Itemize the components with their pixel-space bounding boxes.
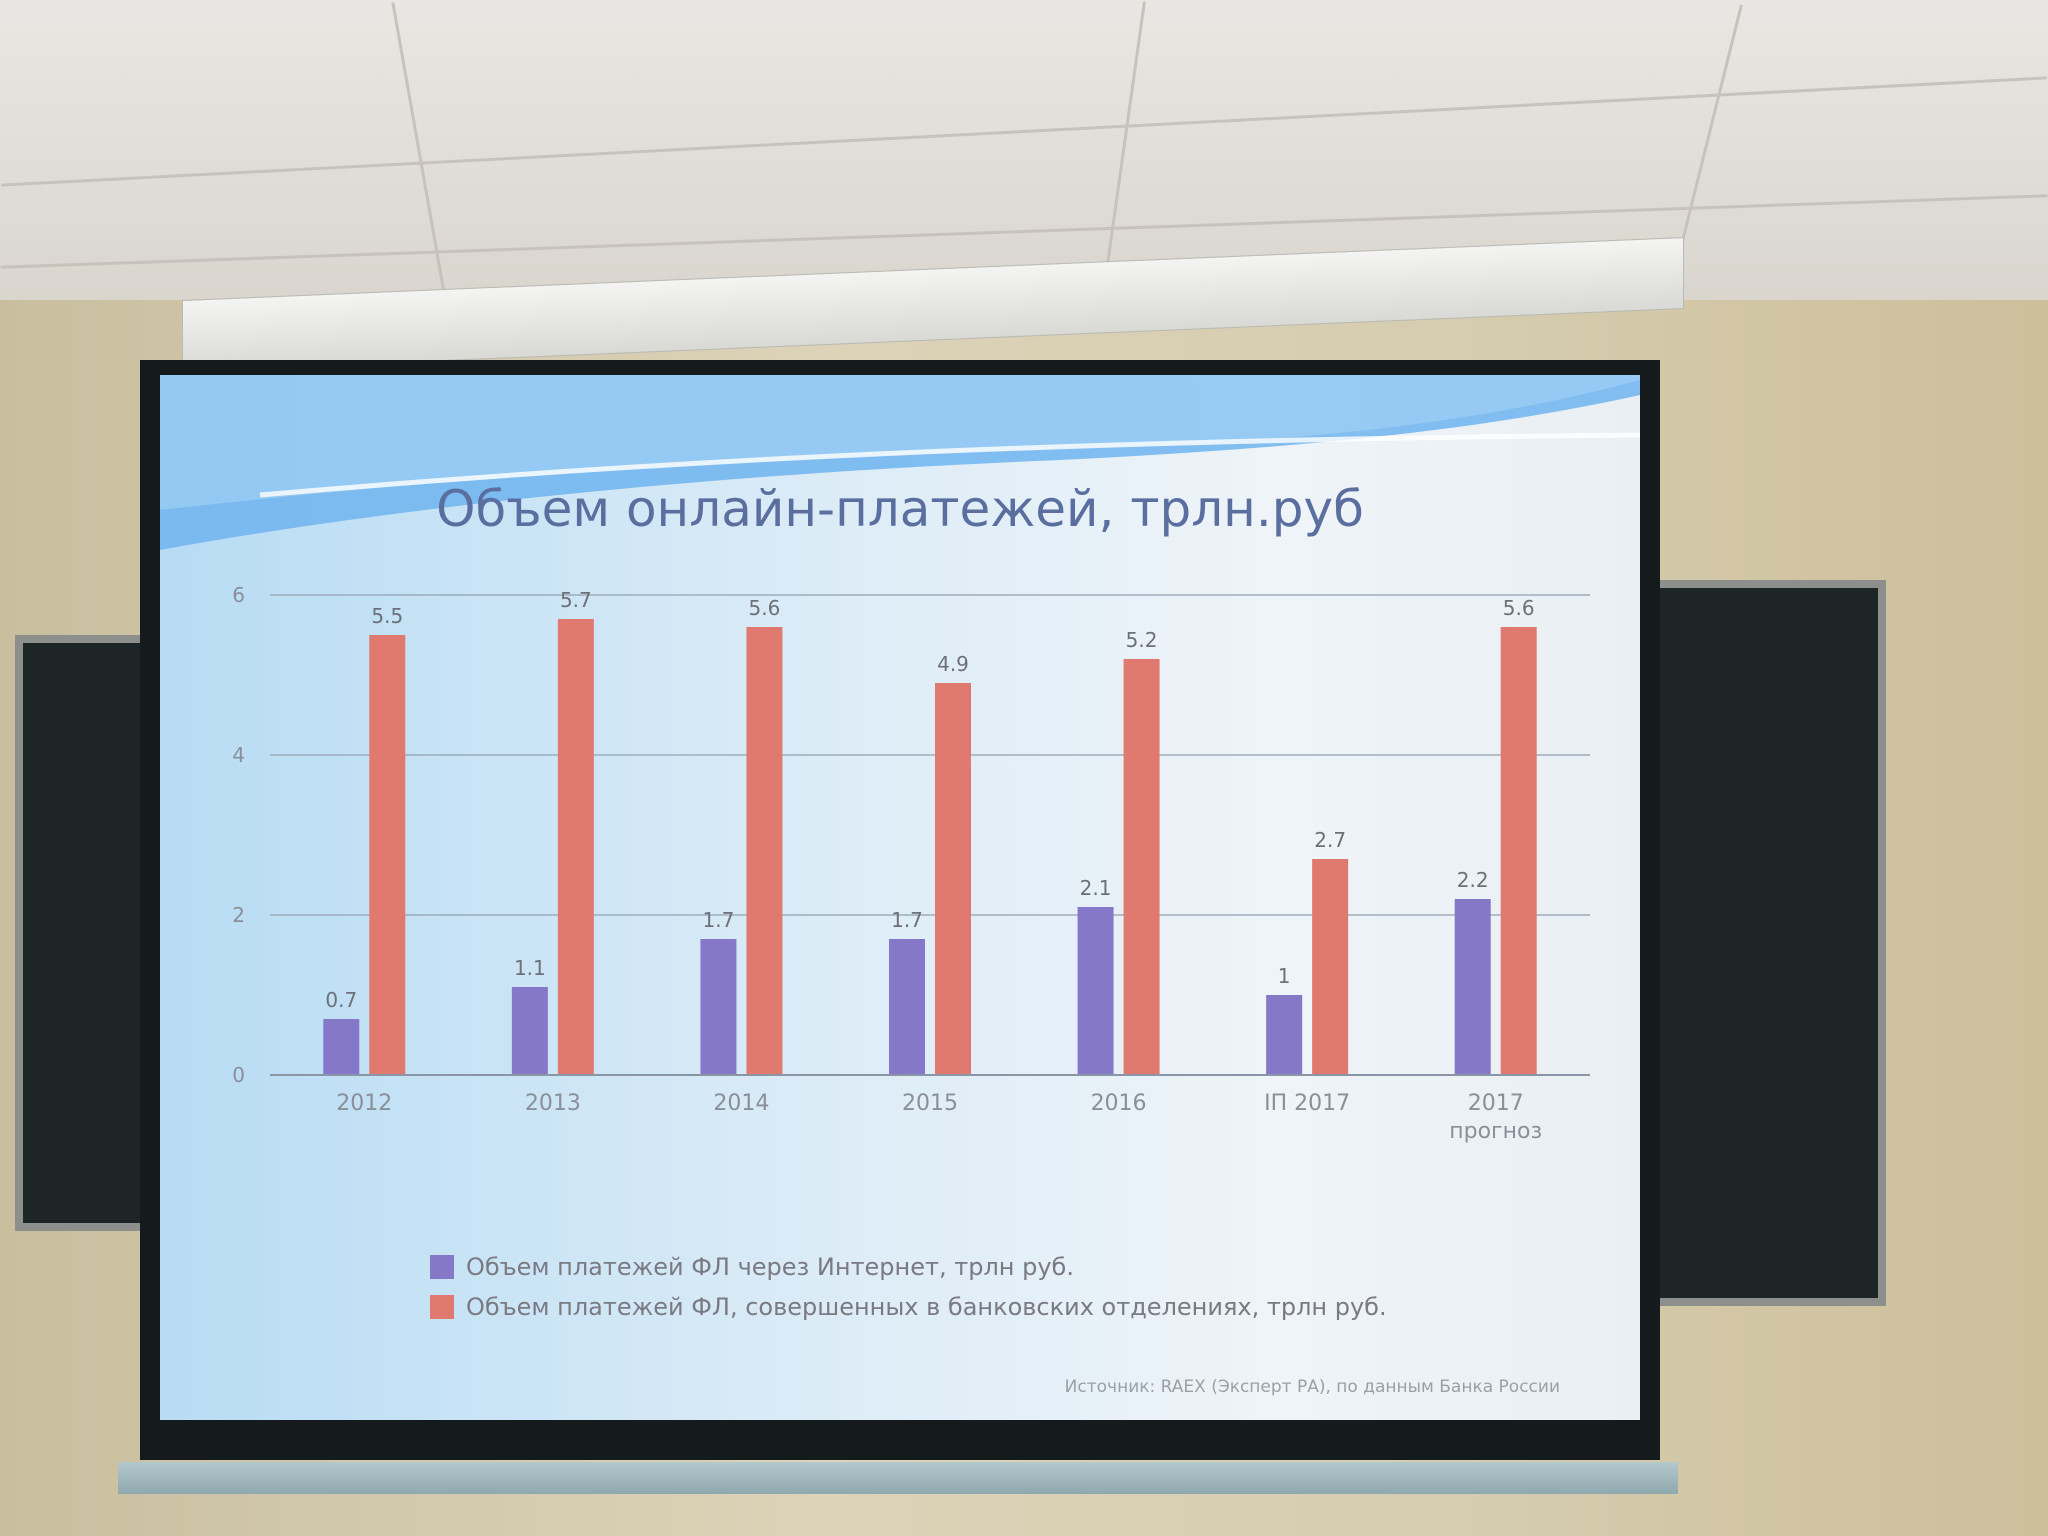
data-label: 2.7 (1314, 828, 1346, 852)
bar-chart: 0 2 4 6 0.7 5.5 2012 1.1 5.7 2013 1.7 5.6 2014 1.7 4.9… (232, 583, 1590, 1144)
data-label: 1.1 (514, 956, 546, 980)
y-tick-label: 6 (232, 583, 245, 607)
data-label: 1.7 (891, 908, 923, 932)
bar (369, 635, 406, 1075)
bar (511, 987, 548, 1075)
x-tick-label: прогноз (1449, 1119, 1542, 1144)
x-tick-label: 2016 (1091, 1091, 1147, 1116)
presentation-slide: Объем онлайн-платежей, трлн.руб 0 2 4 6 0.7 5… (160, 375, 1640, 1420)
bar (889, 939, 925, 1075)
right-blackboard (1645, 580, 1886, 1306)
bar (746, 627, 783, 1075)
slide-title: Объем онлайн-платежей, трлн.руб (436, 480, 1364, 538)
bar (1266, 995, 1303, 1075)
x-tick-label: IП 2017 (1264, 1091, 1350, 1116)
legend-label-branches: Объем платежей ФЛ, совершенных в банковс… (466, 1293, 1387, 1321)
y-tick-label: 2 (232, 903, 245, 927)
legend-item-internet: Объем платежей ФЛ через Интернет, трлн р… (430, 1253, 1387, 1281)
bar (1123, 659, 1160, 1075)
data-label: 5.7 (560, 588, 592, 612)
data-label: 5.6 (1503, 596, 1535, 620)
data-label: 2.2 (1457, 868, 1489, 892)
data-label: 1.7 (703, 908, 735, 932)
slide-wave-decoration (160, 375, 1640, 550)
bar (557, 619, 594, 1075)
chart-source: Источник: RAEX (Эксперт РА), по данным Б… (1064, 1377, 1560, 1397)
bar (1077, 907, 1114, 1075)
data-label: 4.9 (937, 652, 969, 676)
bar (935, 683, 971, 1075)
data-label: 1 (1278, 964, 1291, 988)
legend-item-branches: Объем платежей ФЛ, совершенных в банковс… (430, 1293, 1387, 1321)
x-tick-label: 2012 (336, 1091, 392, 1116)
bar (1312, 859, 1349, 1075)
legend-swatch-branches (430, 1295, 454, 1319)
y-tick-label: 0 (232, 1063, 245, 1087)
legend-label-internet: Объем платежей ФЛ через Интернет, трлн р… (466, 1253, 1074, 1281)
data-label: 2.1 (1080, 876, 1112, 900)
data-label: 0.7 (325, 988, 357, 1012)
y-tick-label: 4 (232, 743, 245, 767)
data-label: 5.5 (371, 604, 403, 628)
bar (700, 939, 737, 1075)
data-label: 5.6 (749, 596, 781, 620)
x-tick-label: 2013 (525, 1091, 581, 1116)
x-tick-label: 2015 (902, 1091, 958, 1116)
screen-bottom-bar (118, 1462, 1678, 1494)
chart-legend: Объем платежей ФЛ через Интернет, трлн р… (430, 1253, 1387, 1333)
x-tick-label: 2014 (713, 1091, 769, 1116)
x-tick-label: 2017 (1468, 1091, 1524, 1116)
data-label: 5.2 (1126, 628, 1158, 652)
bar (323, 1019, 360, 1075)
legend-swatch-internet (430, 1255, 454, 1279)
bar (1454, 899, 1491, 1075)
bar (1500, 627, 1537, 1075)
